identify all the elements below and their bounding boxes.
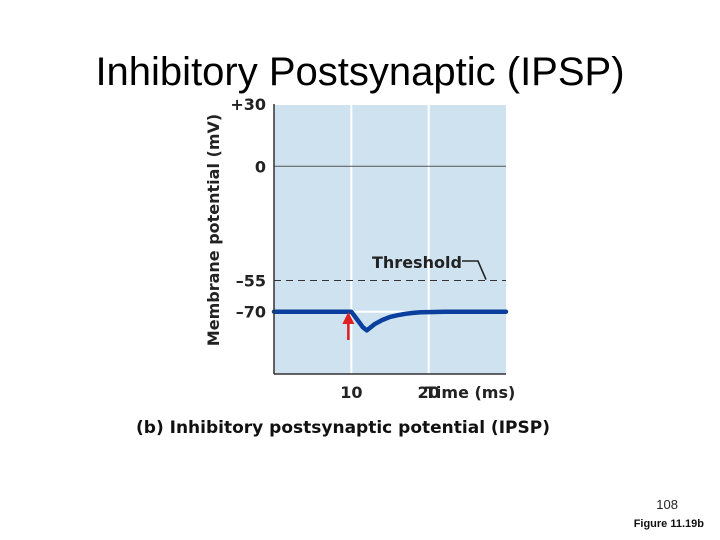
y-tick-labels: +30 0 –55 –70: [230, 95, 266, 322]
y-tick-label: 0: [255, 157, 266, 176]
figure-reference: Figure 11.19b: [633, 518, 704, 530]
x-tick-label: 10: [340, 383, 362, 402]
x-tick-label: 20: [418, 383, 440, 402]
y-tick-label: –70: [236, 303, 266, 322]
y-axis-label: Membrane potential (mV): [204, 114, 223, 346]
x-tick-labels: 10 20: [340, 383, 440, 402]
x-axis-label: Time (ms): [425, 383, 515, 402]
y-tick-label: +30: [230, 95, 266, 114]
page-number: 108: [656, 497, 678, 512]
threshold-label: Threshold: [372, 253, 462, 272]
stimulus-arrow: [342, 312, 355, 340]
plot-area: [274, 104, 506, 374]
ipsp-series-line: [271, 309, 509, 333]
threshold-leader: [462, 260, 487, 280]
figure-caption: (b) Inhibitory postsynaptic potential (I…: [136, 418, 550, 438]
slide-title: Inhibitory Postsynaptic (IPSP): [95, 50, 625, 94]
grid-lines-vertical: [350, 104, 430, 374]
y-tick-label: –55: [236, 272, 266, 291]
